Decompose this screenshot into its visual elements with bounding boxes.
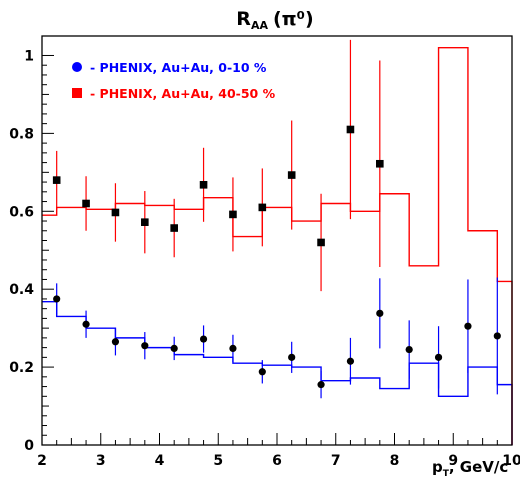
data-point <box>170 344 178 352</box>
data-point <box>52 176 61 184</box>
data-point <box>317 238 325 247</box>
data-point <box>199 335 208 343</box>
data-point <box>229 344 237 352</box>
x-axis-ticks <box>41 433 513 445</box>
legend-label-central: - PHENIX, Au+Au, 0-10 % <box>90 60 267 75</box>
y-tick-label: 0 <box>24 438 34 454</box>
data-point <box>464 322 472 330</box>
legend: - PHENIX, Au+Au, 0-10 % - PHENIX, Au+Au,… <box>72 60 276 101</box>
data-point <box>82 320 90 328</box>
title-subscript: AA <box>251 19 269 32</box>
y-tick-label: 0.8 <box>9 126 34 142</box>
y-tick-label: 1 <box>24 48 34 64</box>
xlabel-subscript: T <box>443 469 450 479</box>
data-point <box>317 381 325 389</box>
data-point <box>376 159 384 168</box>
data-point <box>376 309 384 317</box>
data-point <box>434 353 443 361</box>
data-point <box>258 368 266 376</box>
x-tick-label: 10 <box>502 453 520 469</box>
data-point <box>199 180 208 189</box>
data-point <box>141 342 149 350</box>
x-tick-label: 8 <box>390 453 400 469</box>
y-tick-label: 0.4 <box>9 282 34 298</box>
data-point <box>141 218 149 226</box>
data-point <box>111 338 120 346</box>
x-tick-label: 5 <box>213 453 223 469</box>
data-point <box>53 295 61 303</box>
xlabel-main: p <box>432 458 443 476</box>
legend-marker-central <box>72 62 82 72</box>
data-point <box>170 224 178 232</box>
data-point <box>346 357 355 365</box>
legend-label-peripheral: - PHENIX, Au+Au, 40-50 % <box>90 86 276 101</box>
data-point <box>287 171 296 179</box>
data-point <box>288 353 296 361</box>
x-tick-label: 6 <box>272 453 282 469</box>
x-tick-labels: 2 3 4 5 6 7 8 9 10 <box>37 453 520 469</box>
y-tick-label: 0.6 <box>9 204 34 220</box>
data-point <box>111 208 120 217</box>
title-rest: (π⁰) <box>273 8 314 30</box>
data-point <box>229 210 237 219</box>
x-tick-label: 3 <box>96 453 106 469</box>
legend-marker-peripheral <box>72 88 82 98</box>
y-tick-label: 0.2 <box>9 360 34 376</box>
data-point <box>346 125 355 134</box>
x-tick-label: 2 <box>37 453 47 469</box>
x-axis-label: pT, GeV/c <box>432 458 508 479</box>
title-main: R <box>236 8 251 30</box>
x-tick-label: 7 <box>331 453 341 469</box>
data-markers <box>52 125 501 389</box>
x-tick-label: 4 <box>155 453 165 469</box>
data-point <box>405 345 413 354</box>
plot-area <box>41 35 513 446</box>
data-point <box>258 203 267 212</box>
data-point <box>493 332 501 340</box>
xlabel-rest: , GeV/c <box>449 458 508 476</box>
y-axis-ticks <box>42 54 54 446</box>
data-point <box>82 199 90 208</box>
x-tick-label: 9 <box>448 453 458 469</box>
chart-title: RAA (π⁰) <box>236 8 313 32</box>
y-tick-labels: 0 0.2 0.4 0.6 0.8 1 <box>9 48 34 454</box>
